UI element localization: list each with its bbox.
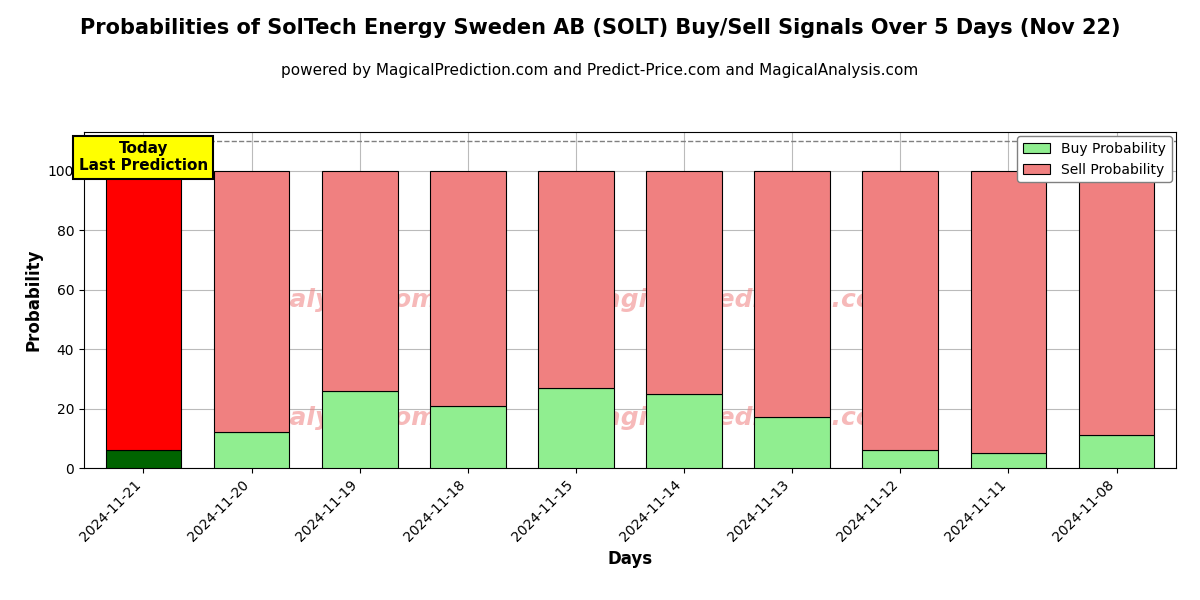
Bar	[1079, 170, 1154, 435]
Bar	[971, 453, 1046, 468]
Text: MagicalPrediction.com: MagicalPrediction.com	[580, 406, 899, 430]
Bar	[538, 388, 613, 468]
Bar	[214, 170, 289, 433]
Bar	[1079, 435, 1154, 468]
Bar	[538, 170, 613, 388]
Text: Probabilities of SolTech Energy Sweden AB (SOLT) Buy/Sell Signals Over 5 Days (N: Probabilities of SolTech Energy Sweden A…	[79, 18, 1121, 38]
Bar	[322, 170, 397, 391]
Bar	[755, 170, 830, 418]
Text: calAnalysis.com: calAnalysis.com	[211, 288, 437, 312]
Bar	[430, 406, 505, 468]
Text: MagicalPrediction.com: MagicalPrediction.com	[580, 288, 899, 312]
Text: powered by MagicalPrediction.com and Predict-Price.com and MagicalAnalysis.com: powered by MagicalPrediction.com and Pre…	[281, 63, 919, 78]
Bar	[214, 433, 289, 468]
Bar	[106, 170, 181, 450]
Bar	[647, 170, 722, 394]
Text: calAnalysis.com: calAnalysis.com	[211, 406, 437, 430]
Bar	[971, 170, 1046, 453]
Bar	[863, 170, 938, 450]
Bar	[106, 450, 181, 468]
X-axis label: Days: Days	[607, 550, 653, 568]
Bar	[430, 170, 505, 406]
Legend: Buy Probability, Sell Probability: Buy Probability, Sell Probability	[1016, 136, 1172, 182]
Bar	[647, 394, 722, 468]
Bar	[863, 450, 938, 468]
Bar	[322, 391, 397, 468]
Text: Today
Last Prediction: Today Last Prediction	[79, 141, 208, 173]
Bar	[755, 418, 830, 468]
Y-axis label: Probability: Probability	[24, 249, 42, 351]
